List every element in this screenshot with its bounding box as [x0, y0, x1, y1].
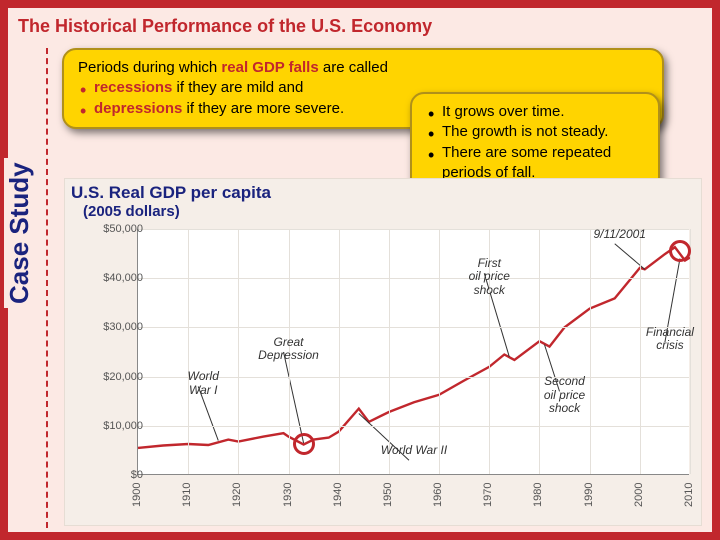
x-tick-label: 1960	[432, 483, 444, 507]
x-tick-label: 1940	[332, 483, 344, 507]
chart-annotation: 9/11/2001	[581, 228, 659, 241]
grid-v	[539, 229, 540, 474]
grid-v	[339, 229, 340, 474]
x-tick-label: 1970	[482, 483, 494, 507]
grid-v	[590, 229, 591, 474]
grid-v	[188, 229, 189, 474]
x-tick-label: 1980	[532, 483, 544, 507]
grid-v	[238, 229, 239, 474]
grid-v	[389, 229, 390, 474]
x-tick-label: 1900	[131, 483, 143, 507]
chart-plot: WorldWar I GreatDepression World War II Fir…	[137, 229, 689, 475]
obs-1: It grows over time.	[426, 102, 644, 122]
grid-v	[439, 229, 440, 474]
y-tick-label: $50,000	[87, 223, 143, 235]
x-tick-label: 1930	[282, 483, 294, 507]
callout-intro: Periods during which real GDP falls are …	[78, 58, 648, 78]
chart-annotation: Firstoil priceshock	[450, 257, 528, 297]
grid-h	[138, 278, 689, 279]
obs-3: There are some repeated periods of fall.	[426, 143, 644, 184]
highlight-circle	[293, 433, 315, 455]
chart-container: U.S. Real GDP per capita (2005 dollars) …	[64, 178, 702, 526]
vertical-dashed-divider	[46, 48, 48, 528]
x-tick-label: 1920	[231, 483, 243, 507]
intro-post: are called	[319, 59, 388, 76]
y-tick-label: $30,000	[87, 321, 143, 333]
highlight-circle	[669, 240, 691, 262]
intro-red: real GDP falls	[221, 59, 318, 76]
chart-annotation: WorldWar I	[164, 370, 242, 396]
annotation-leader	[284, 352, 304, 443]
side-label: Case Study	[4, 158, 35, 308]
x-tick-label: 1950	[382, 483, 394, 507]
x-tick-label: 1910	[181, 483, 193, 507]
chart-annotation: GreatDepression	[250, 336, 328, 362]
grid-h	[138, 327, 689, 328]
y-tick-label: $20,000	[87, 371, 143, 383]
chart-svg	[138, 229, 690, 475]
grid-h	[138, 426, 689, 427]
chart-annotation: Financialcrisis	[631, 326, 709, 352]
x-tick-label: 1990	[583, 483, 595, 507]
chart-subtitle: (2005 dollars)	[83, 203, 180, 220]
y-tick-label: $40,000	[87, 272, 143, 284]
obs-2: The growth is not steady.	[426, 122, 644, 142]
chart-title: U.S. Real GDP per capita	[71, 183, 271, 203]
callout-right-list: It grows over time. The growth is not st…	[426, 102, 644, 183]
x-tick-label: 2010	[683, 483, 695, 507]
intro-pre: Periods during which	[78, 59, 221, 76]
chart-annotation: Secondoil priceshock	[526, 375, 604, 415]
chart-annotation: World War II	[375, 444, 453, 457]
y-tick-label: $0	[87, 469, 143, 481]
y-tick-label: $10,000	[87, 420, 143, 432]
page-title: The Historical Performance of the U.S. E…	[18, 16, 432, 37]
slide-frame: The Historical Performance of the U.S. E…	[0, 0, 720, 540]
x-tick-label: 2000	[633, 483, 645, 507]
